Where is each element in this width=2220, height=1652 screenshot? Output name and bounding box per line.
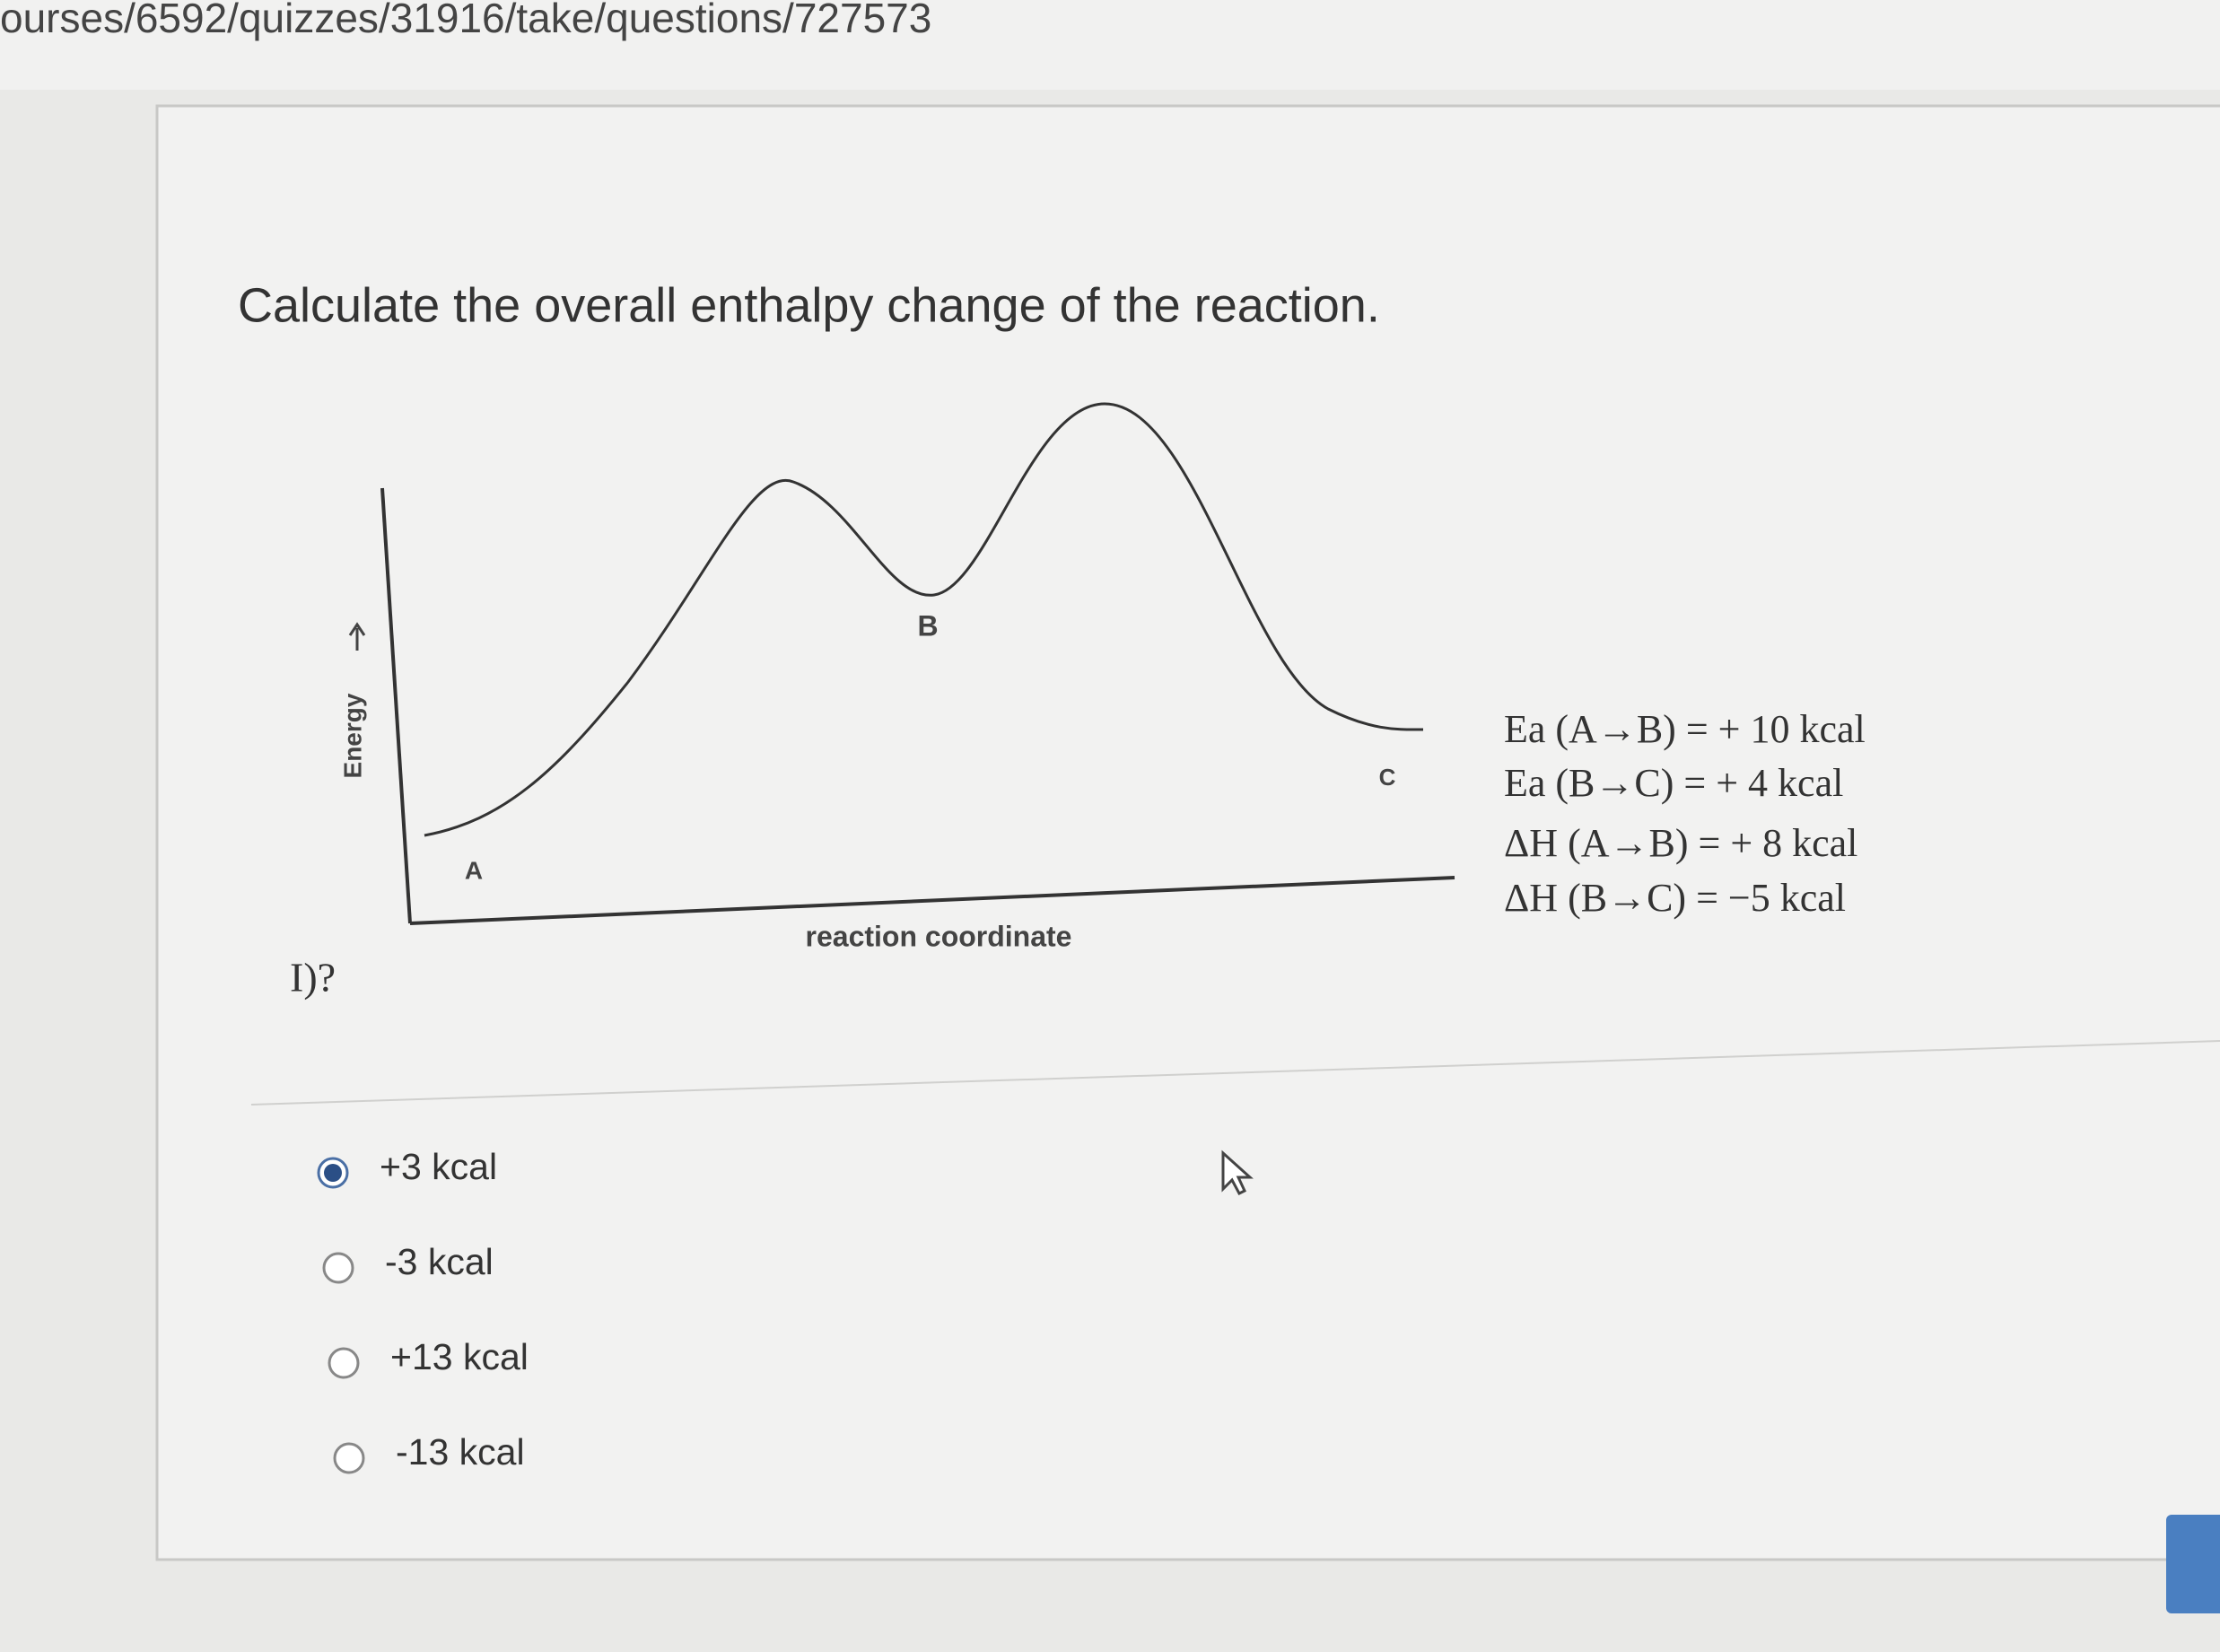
- mouse-cursor: [1221, 1149, 1254, 1195]
- radio-button[interactable]: [322, 1252, 354, 1284]
- y-axis: [380, 487, 412, 924]
- address-bar: [0, 0, 2220, 90]
- next-button[interactable]: [2166, 1515, 2220, 1613]
- point-label: C: [1379, 764, 1396, 791]
- x-axis: [409, 876, 1455, 925]
- given-value: Ea (A→B) = + 10 kcal: [1504, 707, 1866, 751]
- y-axis-label: Energy: [338, 693, 366, 778]
- option-label[interactable]: +13 kcal: [390, 1336, 529, 1377]
- radio-button[interactable]: [333, 1442, 365, 1474]
- url: ourses/6592/quizzes/31916/take/questions…: [0, 0, 931, 41]
- x-axis-label: reaction coordinate: [806, 920, 1072, 952]
- option-label[interactable]: +3 kcal: [380, 1146, 497, 1187]
- point-label: A: [465, 856, 483, 884]
- energy-curve: [424, 402, 1424, 837]
- question-fragment: I)?: [290, 955, 336, 1001]
- radio-button[interactable]: [328, 1347, 360, 1379]
- question-text: Calculate the overall enthalpy change of…: [238, 278, 1380, 332]
- option-label[interactable]: -3 kcal: [385, 1241, 494, 1282]
- energy-arrow: [348, 622, 366, 651]
- option-label[interactable]: -13 kcal: [396, 1431, 525, 1473]
- question-panel: [155, 104, 2220, 1561]
- given-value: Ea (B→C) = + 4 kcal: [1504, 761, 1843, 805]
- point-label: B: [917, 609, 938, 642]
- separator: [250, 1040, 2220, 1106]
- given-value: ΔH (B→C) = −5 kcal: [1504, 876, 1846, 920]
- radio-dot: [324, 1164, 342, 1182]
- given-value: ΔH (A→B) = + 8 kcal: [1504, 821, 1857, 865]
